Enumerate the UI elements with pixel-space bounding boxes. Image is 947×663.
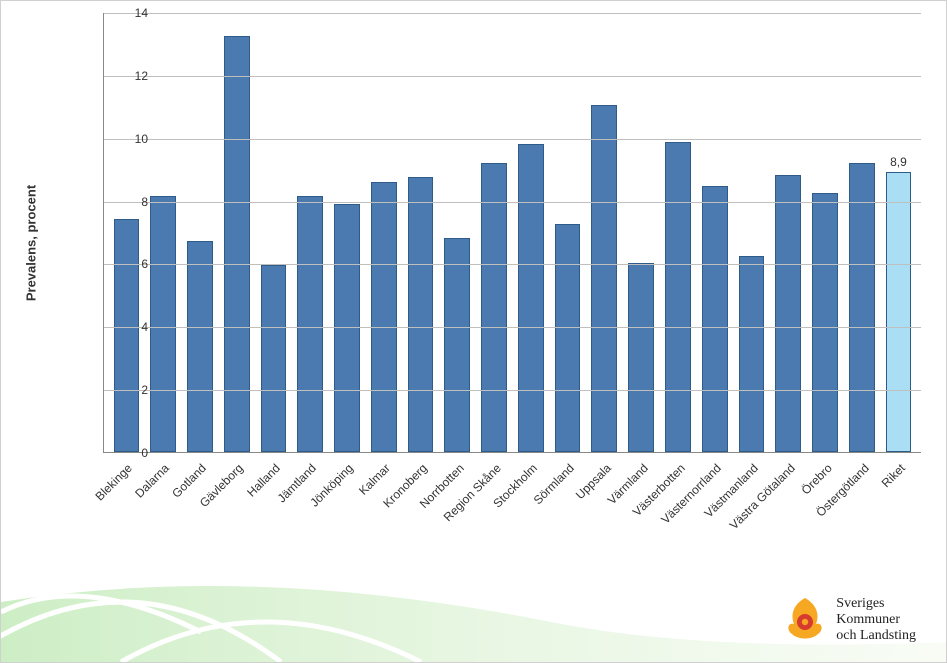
org-line-3: och Landsting: [836, 628, 916, 644]
bar-slot: [586, 13, 623, 452]
bar: [150, 196, 176, 452]
org-name: Sveriges Kommuner och Landsting: [836, 596, 916, 644]
bar: [739, 256, 765, 452]
bar: [702, 186, 728, 452]
gridline: [104, 327, 921, 328]
gridline: [104, 139, 921, 140]
bar-slot: [512, 13, 549, 452]
x-tick-label: Riket: [879, 461, 908, 490]
y-tick-label: 14: [118, 6, 148, 20]
bar-slot: [439, 13, 476, 452]
bar-slot: [329, 13, 366, 452]
bar: [591, 105, 617, 452]
bar-slot: [255, 13, 292, 452]
y-tick-label: 8: [118, 195, 148, 209]
bar-chart: Prevalens, procent 8,9 BlekingeDalarnaGo…: [63, 13, 933, 473]
gridline: [104, 76, 921, 77]
org-line-1: Sveriges: [836, 596, 916, 612]
bar-slot: [292, 13, 329, 452]
bar-slot: [145, 13, 182, 452]
skl-logo-icon: [784, 596, 826, 644]
bar-slot: [770, 13, 807, 452]
y-tick-label: 0: [118, 446, 148, 460]
bar: [665, 142, 691, 452]
y-tick-label: 6: [118, 257, 148, 271]
bar: [628, 263, 654, 452]
y-tick-label: 10: [118, 132, 148, 146]
gridline: [104, 13, 921, 14]
bar-slot: 8,9: [880, 13, 917, 452]
bar-slot: [733, 13, 770, 452]
bar-slot: [476, 13, 513, 452]
bar: [886, 172, 912, 452]
bar: [518, 144, 544, 452]
gridline: [104, 202, 921, 203]
bar-slot: [365, 13, 402, 452]
bar-slot: [659, 13, 696, 452]
bar-slot: [807, 13, 844, 452]
gridline: [104, 390, 921, 391]
bar: [812, 193, 838, 452]
y-axis-label: Prevalens, procent: [24, 185, 39, 301]
bar-slot: [549, 13, 586, 452]
bar-slot: [182, 13, 219, 452]
bar: [261, 265, 287, 452]
slide-container: Prevalens, procent 8,9 BlekingeDalarnaGo…: [0, 0, 947, 663]
bar: [297, 196, 323, 452]
bar-slot: [218, 13, 255, 452]
plot-area: 8,9: [103, 13, 921, 453]
y-tick-label: 4: [118, 320, 148, 334]
bar-slot: [402, 13, 439, 452]
org-line-2: Kommuner: [836, 612, 916, 628]
bar: [849, 163, 875, 452]
bar: [481, 163, 507, 452]
bar-slot: [843, 13, 880, 452]
bar: [775, 175, 801, 452]
bar-slot: [623, 13, 660, 452]
gridline: [104, 264, 921, 265]
bar-slot: [696, 13, 733, 452]
y-tick-label: 12: [118, 69, 148, 83]
bars-group: 8,9: [104, 13, 921, 452]
bar: [187, 241, 213, 452]
bar: [444, 238, 470, 452]
bar: [555, 224, 581, 452]
bar: [408, 177, 434, 452]
bar: [371, 182, 397, 452]
x-tick-label: Blekinge: [93, 461, 135, 503]
org-logo-block: Sveriges Kommuner och Landsting: [784, 596, 916, 644]
bar: [114, 219, 140, 452]
bar-value-label: 8,9: [890, 155, 907, 169]
y-tick-label: 2: [118, 383, 148, 397]
